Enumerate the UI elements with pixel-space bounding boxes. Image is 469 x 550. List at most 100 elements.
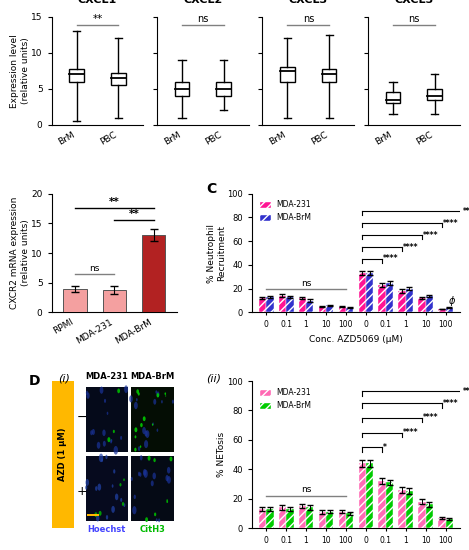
Title: CXCL5: CXCL5 bbox=[394, 0, 433, 4]
Ellipse shape bbox=[120, 436, 122, 440]
Legend: MDA-231, MDA-BrM: MDA-231, MDA-BrM bbox=[256, 385, 315, 413]
Ellipse shape bbox=[167, 476, 171, 483]
Ellipse shape bbox=[161, 400, 163, 404]
Bar bbox=[63, 289, 87, 312]
Ellipse shape bbox=[142, 427, 146, 434]
Ellipse shape bbox=[134, 494, 136, 499]
Text: **: ** bbox=[129, 209, 139, 219]
Bar bbox=[446, 519, 453, 528]
Bar bbox=[339, 306, 346, 312]
Bar bbox=[259, 509, 266, 528]
Ellipse shape bbox=[134, 448, 136, 452]
Title: CXCL3: CXCL3 bbox=[289, 0, 328, 4]
Ellipse shape bbox=[123, 503, 125, 507]
Bar bbox=[418, 298, 426, 312]
Ellipse shape bbox=[97, 442, 100, 449]
Y-axis label: % NETosis: % NETosis bbox=[217, 432, 226, 477]
Ellipse shape bbox=[166, 499, 168, 501]
Bar bbox=[386, 92, 400, 103]
Bar bbox=[131, 456, 174, 521]
Text: ****: **** bbox=[462, 387, 469, 396]
Bar bbox=[306, 508, 313, 528]
Bar bbox=[346, 513, 353, 528]
Ellipse shape bbox=[144, 431, 148, 437]
Bar bbox=[266, 297, 273, 312]
Bar bbox=[366, 463, 373, 528]
Ellipse shape bbox=[132, 506, 136, 514]
Bar bbox=[85, 456, 128, 521]
Ellipse shape bbox=[165, 392, 166, 395]
Text: *: * bbox=[383, 443, 387, 452]
Ellipse shape bbox=[104, 399, 106, 403]
Bar bbox=[299, 298, 306, 312]
Text: (i): (i) bbox=[58, 374, 70, 384]
Ellipse shape bbox=[152, 424, 153, 426]
Ellipse shape bbox=[120, 483, 121, 486]
Ellipse shape bbox=[138, 472, 140, 476]
Text: ****: **** bbox=[383, 255, 398, 263]
Text: ****: **** bbox=[443, 219, 458, 228]
Text: ****: **** bbox=[403, 243, 418, 251]
Text: MDA-231: MDA-231 bbox=[85, 372, 129, 381]
Bar bbox=[378, 285, 386, 312]
Ellipse shape bbox=[136, 398, 138, 402]
Ellipse shape bbox=[156, 518, 158, 522]
Ellipse shape bbox=[106, 412, 108, 415]
Bar bbox=[131, 387, 174, 452]
Ellipse shape bbox=[165, 395, 166, 397]
Bar bbox=[426, 296, 433, 312]
Ellipse shape bbox=[140, 446, 141, 448]
Bar bbox=[427, 89, 442, 100]
Ellipse shape bbox=[96, 515, 99, 521]
Text: +: + bbox=[77, 485, 87, 498]
Bar bbox=[111, 73, 126, 85]
Bar bbox=[418, 502, 426, 528]
Ellipse shape bbox=[166, 475, 169, 481]
Ellipse shape bbox=[144, 470, 148, 478]
Bar bbox=[266, 509, 273, 528]
Ellipse shape bbox=[169, 456, 173, 461]
Bar bbox=[87, 514, 99, 516]
Ellipse shape bbox=[152, 472, 156, 479]
Ellipse shape bbox=[111, 439, 113, 442]
Text: Hoechst: Hoechst bbox=[88, 525, 126, 534]
Bar bbox=[286, 509, 294, 528]
Ellipse shape bbox=[112, 485, 113, 488]
Ellipse shape bbox=[136, 389, 139, 394]
Text: ns: ns bbox=[301, 278, 311, 288]
Bar bbox=[446, 307, 453, 312]
Ellipse shape bbox=[148, 455, 151, 461]
Ellipse shape bbox=[143, 469, 146, 476]
Title: CXCL1: CXCL1 bbox=[78, 0, 117, 4]
Ellipse shape bbox=[106, 515, 108, 520]
Ellipse shape bbox=[138, 446, 140, 451]
Bar bbox=[322, 69, 336, 81]
Ellipse shape bbox=[140, 455, 143, 460]
Text: ns: ns bbox=[301, 485, 311, 494]
Ellipse shape bbox=[123, 478, 125, 481]
Ellipse shape bbox=[101, 458, 103, 462]
Text: ns: ns bbox=[90, 263, 100, 273]
Text: ****: **** bbox=[443, 399, 458, 408]
Bar bbox=[439, 309, 446, 312]
Bar bbox=[279, 508, 286, 528]
Bar bbox=[175, 81, 189, 96]
Text: AZD (1 µM): AZD (1 µM) bbox=[59, 428, 68, 481]
Text: C: C bbox=[207, 182, 217, 196]
Ellipse shape bbox=[85, 486, 87, 490]
Legend: MDA-231, MDA-BrM: MDA-231, MDA-BrM bbox=[256, 197, 315, 225]
Bar bbox=[299, 506, 306, 528]
Text: D: D bbox=[29, 374, 40, 388]
Ellipse shape bbox=[129, 395, 133, 403]
Ellipse shape bbox=[111, 506, 115, 513]
Ellipse shape bbox=[134, 402, 138, 409]
Ellipse shape bbox=[98, 511, 102, 516]
Ellipse shape bbox=[158, 519, 160, 522]
Ellipse shape bbox=[138, 392, 140, 395]
Ellipse shape bbox=[143, 416, 146, 421]
Bar bbox=[279, 296, 286, 312]
Text: ****: **** bbox=[423, 230, 438, 240]
Text: −: − bbox=[77, 411, 87, 424]
Ellipse shape bbox=[140, 423, 143, 427]
Text: (ii): (ii) bbox=[207, 374, 221, 384]
